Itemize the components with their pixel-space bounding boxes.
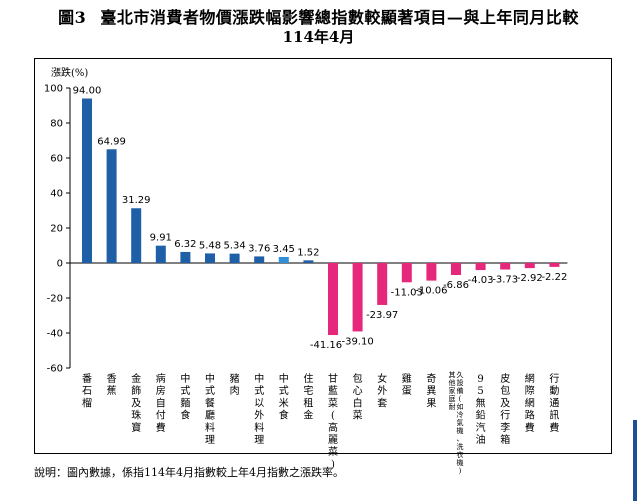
edge-stripe [633,420,637,501]
category-label: 甘藍菜(高麗菜) [328,372,338,470]
value-label: -11.03 [391,287,423,298]
value-label: 9.91 [150,233,172,244]
category-label: 豬肉 [230,372,240,397]
value-label: -10.06 [415,286,447,297]
value-label: -41.16 [310,340,342,351]
value-label: -2.22 [541,272,567,283]
category-label: 行動通訊費 [549,372,559,434]
bar [180,251,191,263]
value-label: -39.10 [341,336,373,347]
value-label: 5.34 [223,241,245,252]
y-axis-label: 漲跌(%) [51,68,89,79]
bar [229,253,240,263]
value-label: 94.00 [73,86,102,97]
bar [426,263,437,281]
bar [82,98,92,263]
chart-subtitle: 114年4月 [282,28,355,46]
value-label: -6.86 [443,280,469,291]
figure-number: 圖3 [58,8,87,27]
y-tick-label: -40 [47,329,63,340]
bar [401,263,412,283]
category-label: 網際網路費 [525,372,535,434]
y-tick-label: 20 [50,224,63,235]
y-tick-label: 0 [57,259,63,270]
y-tick-label: 60 [50,154,63,165]
y-tick-label: 40 [50,189,63,200]
category-label: 病房自付費 [156,372,166,434]
bar [524,263,535,269]
bar [328,263,338,336]
value-label: -4.03 [468,275,494,286]
category-label: 香蕉 [107,373,117,397]
bar [475,263,486,271]
value-label: -3.73 [492,275,518,286]
value-label: 64.99 [97,136,126,147]
bar [549,263,560,267]
chart-frame [34,58,612,454]
bar [155,245,166,263]
category-label: 雞蛋 [402,372,412,397]
y-tick-label: 80 [50,119,63,130]
value-label: 1.52 [297,247,319,258]
bar [451,263,461,276]
y-tick-label: 100 [44,84,63,95]
bar [377,263,388,305]
value-label: 3.76 [248,243,270,254]
value-label: 31.29 [122,195,151,206]
bar [278,256,289,263]
category-label: 金飾及珠寶 [131,372,141,434]
category-label: 中式米食 [279,372,289,422]
category-label: 住宅租金 [303,372,313,422]
category-label: 奇異果 [426,372,436,409]
category-label: 中式麵食 [180,372,190,422]
bar [500,263,511,270]
category-label: 中式餐廳料理 [205,372,215,446]
chart-title: 圖3 臺北市消費者物價漲跌幅影響總指數較顯著項目—與上年同月比較 [0,4,637,28]
value-label: 5.48 [199,240,221,251]
category-label: 女外套 [377,372,387,409]
value-label: 3.45 [273,244,295,255]
category-label: 久設備(如冷氣機、洗衣機) [457,370,464,475]
category-label: 9 5 無鉛汽油 [476,374,486,446]
bar [131,208,142,263]
title-text: 臺北市消費者物價漲跌幅影響總指數較顯著項目—與上年同月比較 [100,8,579,27]
category-label: 番石榴 [82,373,92,409]
category-label: 中式以外料理 [254,372,264,446]
y-tick-label: -60 [47,364,63,375]
y-tick-label: -20 [47,294,63,305]
value-label: -2.92 [517,273,543,284]
bar [303,260,314,263]
footnote: 說明：圖內數據，係指114年4月指數較上年4月指數之漲跌率。 [34,466,344,479]
category-label: 其他家庭耐 [449,371,456,411]
category-label: 包心白菜 [353,372,363,422]
bar [352,263,363,332]
bar [106,149,117,263]
bar [254,256,265,263]
category-label: 皮包及行李箱 [500,372,510,446]
value-label: -23.97 [366,310,398,321]
value-label: 6.32 [174,239,196,250]
bar [205,253,215,263]
